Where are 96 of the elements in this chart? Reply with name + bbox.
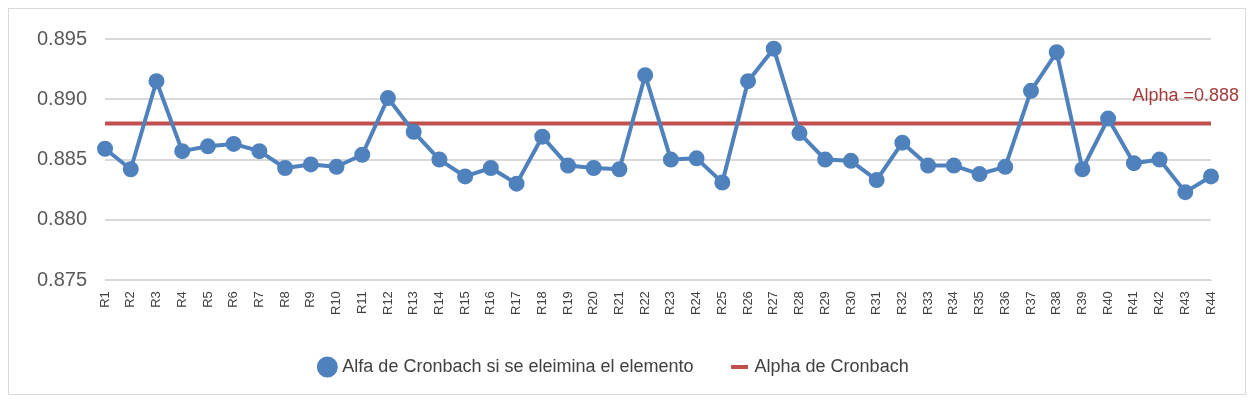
x-tick-label: R21	[611, 291, 627, 316]
x-tick-label: R39	[1073, 291, 1089, 316]
x-tick-label: R15	[456, 291, 472, 316]
x-tick-label: R8	[276, 291, 292, 308]
point	[1074, 161, 1091, 178]
annotation: Alpha =0.888	[1132, 85, 1239, 106]
x-tick-label: R31	[868, 291, 884, 316]
x-tick-label: R37	[1022, 291, 1038, 316]
y-tick-label: 0.885	[36, 147, 88, 170]
point	[971, 166, 988, 183]
x-tick-label: R7	[250, 291, 266, 308]
x-tick-label: R20	[585, 291, 601, 316]
point	[945, 157, 962, 174]
y-tick-label: 0.875	[36, 267, 88, 290]
point	[405, 123, 422, 140]
legend-label: Alfa de Cronbach si se eleimina el elemento	[342, 355, 694, 376]
point	[997, 158, 1014, 175]
x-tick-label: R10	[328, 291, 344, 316]
x-tick-label: R12	[379, 291, 395, 316]
point	[560, 157, 577, 174]
point	[765, 40, 782, 57]
x-tick-label: R6	[225, 291, 241, 308]
point	[431, 151, 448, 168]
point	[662, 151, 679, 168]
point	[277, 160, 294, 177]
point	[534, 128, 551, 145]
point	[1125, 155, 1142, 172]
x-tick-label: R17	[508, 291, 524, 316]
x-tick-label: R36	[996, 291, 1012, 316]
point	[328, 158, 345, 175]
x-tick-label: R41	[1125, 291, 1141, 316]
x-tick-label: R43	[1176, 291, 1192, 316]
point	[791, 125, 808, 142]
point	[379, 90, 396, 107]
x-tick-label: R2	[122, 291, 138, 308]
x-tick-label: R23	[662, 291, 678, 316]
point	[1022, 82, 1039, 99]
point	[1177, 184, 1194, 201]
point	[174, 143, 191, 160]
x-tick-label: R38	[1048, 291, 1064, 316]
x-tick-label: R19	[559, 291, 575, 316]
point	[714, 174, 731, 191]
point	[740, 73, 757, 90]
point	[302, 156, 319, 173]
x-tick-label: R26	[739, 291, 755, 316]
point	[1100, 110, 1117, 127]
x-tick-label: R32	[893, 291, 909, 316]
x-tick-label: R3	[148, 291, 164, 308]
x-tick-label: R42	[1151, 291, 1167, 316]
x-tick-label: R25	[713, 291, 729, 316]
x-tick-label: R18	[533, 291, 549, 316]
x-tick-label: R1	[96, 291, 112, 308]
y-tick-label: 0.880	[36, 207, 88, 230]
point	[199, 138, 216, 155]
y-tick-label: 0.895	[36, 26, 88, 49]
point	[97, 140, 114, 157]
x-tick-label: R40	[1099, 291, 1115, 316]
point	[894, 134, 911, 151]
point	[508, 175, 525, 192]
x-tick-label: R35	[971, 291, 987, 316]
point	[148, 73, 165, 90]
x-tick-label: R27	[765, 291, 781, 316]
x-tick-label: R30	[842, 291, 858, 316]
point	[251, 143, 268, 160]
point	[225, 135, 242, 152]
point	[1048, 44, 1065, 61]
point	[868, 172, 885, 189]
x-tick-label: R22	[636, 291, 652, 316]
point	[457, 168, 474, 185]
y-tick-label: 0.890	[36, 86, 88, 109]
x-tick-label: R4	[173, 291, 189, 308]
x-tick-label: R9	[302, 291, 318, 308]
point	[354, 146, 371, 163]
x-tick-label: R11	[353, 291, 369, 315]
x-tick-label: R14	[430, 291, 446, 316]
x-tick-label: R34	[945, 291, 961, 316]
point	[1151, 151, 1168, 168]
x-tick-label: R24	[688, 291, 704, 316]
x-tick-label: R33	[919, 291, 935, 316]
x-tick-label: R28	[791, 291, 807, 316]
point	[585, 160, 602, 177]
x-tick-label: R29	[816, 291, 832, 316]
x-tick-label: R5	[199, 291, 215, 308]
legend-label: Alpha de Cronbach	[754, 355, 909, 376]
x-tick-label: R44	[1202, 291, 1218, 316]
x-tick-label: R16	[482, 291, 498, 316]
point	[688, 150, 705, 167]
x-tick-label: R13	[405, 291, 421, 316]
point	[482, 160, 499, 177]
point	[1203, 168, 1219, 185]
point	[920, 157, 937, 174]
point	[637, 67, 654, 84]
point	[817, 151, 834, 168]
point	[842, 152, 859, 169]
point	[611, 161, 628, 178]
point	[122, 161, 139, 178]
